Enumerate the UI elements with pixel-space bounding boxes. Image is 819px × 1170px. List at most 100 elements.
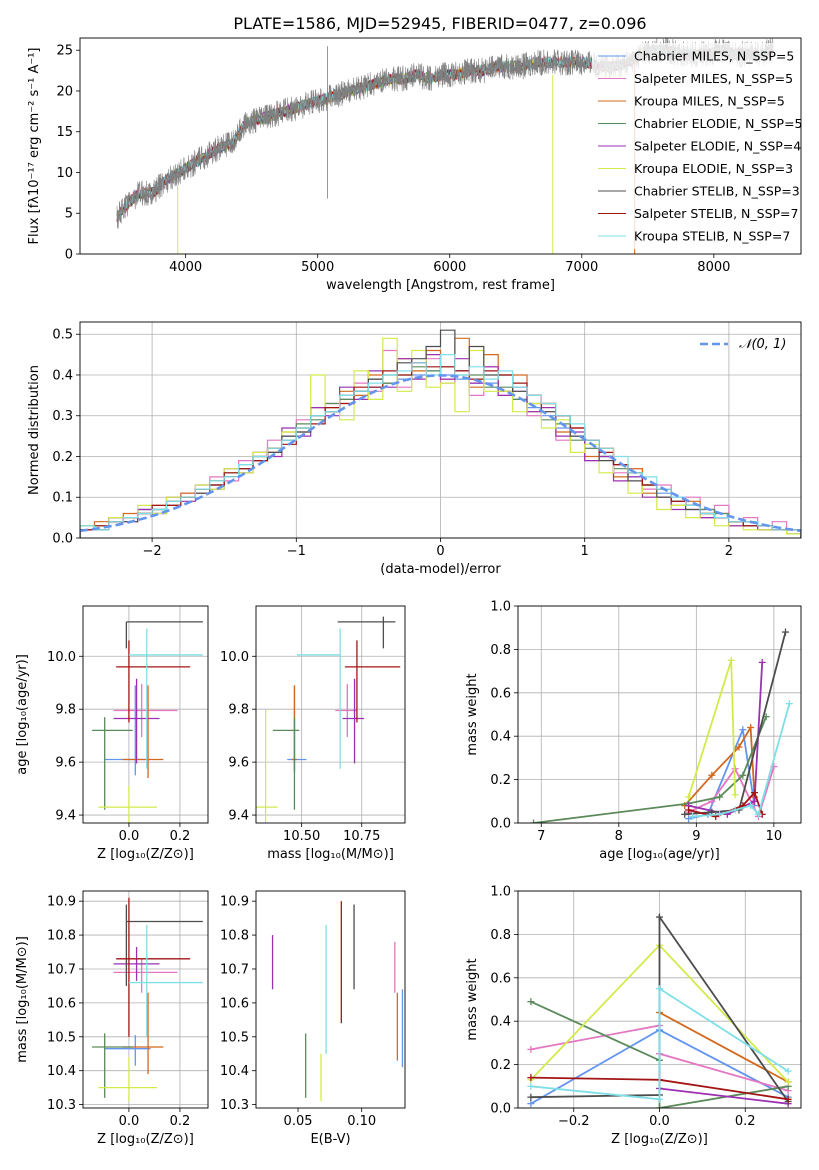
spectrum-xtick-label: 6000 <box>433 260 466 275</box>
age_vs_weight-marker <box>716 793 724 801</box>
age_vs_weight-plot-area <box>530 628 793 823</box>
ebv_vs_mass-xlabel: E(B-V) <box>310 1132 350 1147</box>
spectrum-observed-line <box>116 38 774 229</box>
spectrum-legend-entry: Chabrier ELODIE, N_SSP=5 <box>634 116 803 131</box>
spectrum-legend-entry: Kroupa STELIB, N_SSP=7 <box>634 229 790 244</box>
residuals-legend-entry: 𝒩(0, 1) <box>739 337 786 352</box>
residuals-legend: 𝒩(0, 1) <box>700 337 786 352</box>
mass_vs_age-point <box>342 678 365 764</box>
age_vs_weight-marker <box>731 806 739 814</box>
z_vs_mass-ytick-label: 10.9 <box>47 895 76 910</box>
spectrum-ytick-label: 20 <box>56 84 73 99</box>
z_vs_weight-marker <box>527 998 535 1006</box>
residuals-ytick-label: 0.2 <box>52 450 73 465</box>
residuals-xtick-label: 0 <box>436 544 444 559</box>
mass_vs_age-ytick-label: 9.8 <box>228 703 249 718</box>
z_vs_mass-ytick-label: 10.3 <box>47 1098 76 1113</box>
residuals-ytick-label: 0.1 <box>52 491 73 506</box>
z_vs_mass-point <box>128 924 203 1037</box>
spectrum-xtick-label: 7000 <box>565 260 598 275</box>
z_vs_mass-ytick-label: 10.6 <box>47 996 76 1011</box>
spectrum-ytick-label: 25 <box>56 44 73 59</box>
z_vs_weight-marker <box>527 1074 535 1082</box>
z_vs_weight-ytick-label: 0.8 <box>490 928 511 943</box>
z_vs_mass-plot-area <box>91 897 203 1102</box>
z_vs_age-axes: 0.0 0.2 9.4 9.6 9.8 10.0 Z [log₁₀(Z/Z⊙)] age [l… <box>15 606 208 862</box>
age_vs_weight-marker <box>530 819 538 823</box>
mass_vs_age-axes: 10.50 10.75 9.4 9.6 9.8 10.0 mass [log₁₀(M/M⊙)… <box>220 606 405 862</box>
residuals-xtick-label: 1 <box>581 544 589 559</box>
z_vs_age-point <box>122 685 164 779</box>
ebv_vs_mass-plot-area <box>271 901 404 1102</box>
age_vs_weight-marker <box>685 815 693 823</box>
z_vs_age-xtick-label: 0.0 <box>119 829 140 844</box>
mass_vs_age-plot-area <box>256 616 401 823</box>
z_vs_weight-ytick-label: 0.6 <box>490 971 511 986</box>
z_vs_weight-xtick-label: −0.2 <box>558 1114 590 1129</box>
z_vs_weight-marker <box>656 1104 663 1108</box>
spectrum-legend-entry: Kroupa MILES, N_SSP=5 <box>634 94 785 109</box>
ebv_vs_mass-ytick-label: 10.4 <box>220 1064 249 1079</box>
age_vs_weight-marker <box>747 802 755 810</box>
z_vs_age-ytick-label: 9.4 <box>55 809 76 824</box>
z_vs_weight-xtick-label: 0.2 <box>735 1114 756 1129</box>
mass_vs_age-ytick-label: 9.6 <box>228 756 249 771</box>
age_vs_weight-xtick-label: 7 <box>537 829 545 844</box>
spectrum-legend-entry: Chabrier STELIB, N_SSP=3 <box>634 184 800 199</box>
mass_vs_age-xlabel: mass [log₁₀(M/M⊙)] <box>267 847 394 862</box>
z_vs_mass-point <box>98 1057 157 1102</box>
residuals-xtick-label: 2 <box>725 544 733 559</box>
spectrum-xtick-label: 8000 <box>697 260 730 275</box>
spectrum-ylabel: Flux [fλ10⁻¹⁷ erg cm⁻² s⁻¹ A⁻¹] <box>27 48 42 245</box>
age_vs_weight-xtick-label: 10 <box>766 829 783 844</box>
age_vs_weight-marker <box>735 743 743 751</box>
z_vs_mass-ytick-label: 10.8 <box>47 929 76 944</box>
age_vs_weight-ytick-label: 0.2 <box>490 773 511 788</box>
z_vs_mass-point <box>113 946 160 981</box>
ebv_vs_mass-ytick-label: 10.5 <box>220 1030 249 1045</box>
z_vs_weight-marker <box>656 985 663 993</box>
z_vs_mass-point <box>104 1035 151 1066</box>
spectrum-ytick-label: 15 <box>56 125 73 140</box>
z_vs_weight-line-4 <box>659 1087 789 1105</box>
z_vs_age-point <box>113 678 160 764</box>
z_vs_age-point <box>91 717 133 810</box>
z_vs_weight-ytick-label: 1.0 <box>490 885 511 900</box>
spectrum-legend-entry: Salpeter ELODIE, N_SSP=4 <box>634 139 801 154</box>
mass_vs_age-point <box>335 684 357 737</box>
age_vs_weight-xtick-label: 8 <box>615 829 623 844</box>
z_vs_weight-plot-area <box>527 913 792 1108</box>
residuals-gaussian <box>80 374 801 533</box>
z_vs_mass-frame <box>82 890 209 1109</box>
residuals-xtick-label: −2 <box>143 544 162 559</box>
z_vs_age-plot-area <box>91 621 203 823</box>
mass_vs_age-xtick-label: 10.50 <box>283 829 320 844</box>
residuals-xtick-label: −1 <box>287 544 306 559</box>
ebv_vs_mass-ytick-label: 10.7 <box>220 962 249 977</box>
ebv_vs_mass-ytick-label: 10.8 <box>220 929 249 944</box>
z_vs_mass-ytick-label: 10.5 <box>47 1030 76 1045</box>
ebv_vs_mass-axes: 0.05 0.10 10.3 10.4 10.5 10.6 10.7 10.8 10.9 E(B-… <box>220 895 376 1147</box>
z_vs_weight-marker <box>527 1093 535 1101</box>
spectrum-legend-box <box>592 43 797 249</box>
age_vs_weight-marker <box>716 810 724 818</box>
age_vs_weight-xtick-label: 9 <box>692 829 700 844</box>
z_vs_weight-marker <box>527 1045 535 1053</box>
age_vs_weight-marker <box>739 726 747 734</box>
age_vs_weight-ytick-label: 0.0 <box>490 817 511 832</box>
residuals-axes: −2 −1 0 1 2 0.0 0.1 0.2 0.3 0.4 0.5 (data-model)/er… <box>27 322 801 577</box>
age_vs_weight-frame <box>517 605 802 824</box>
age_vs_weight-marker <box>739 771 747 779</box>
residuals-ytick-label: 0.4 <box>52 368 73 383</box>
mass_vs_age-ytick-label: 10.0 <box>220 650 249 665</box>
z_vs_weight-ylabel: mass weight <box>465 958 480 1040</box>
age_vs_weight-ylabel: mass weight <box>465 673 480 755</box>
mass_vs_age-point <box>344 640 401 723</box>
z_vs_mass-ytick-label: 10.4 <box>47 1064 76 1079</box>
z_vs_age-point <box>98 785 157 823</box>
age_vs_weight-axes: 7 8 9 10 0.0 0.2 0.4 0.6 0.8 1.0 age [log₁₀(age/yr… <box>465 600 801 862</box>
ebv_vs_mass-ytick-label: 10.3 <box>220 1098 249 1113</box>
z_vs_age-point <box>116 640 191 723</box>
ebv_vs_mass-xtick-label: 0.10 <box>347 1114 376 1129</box>
